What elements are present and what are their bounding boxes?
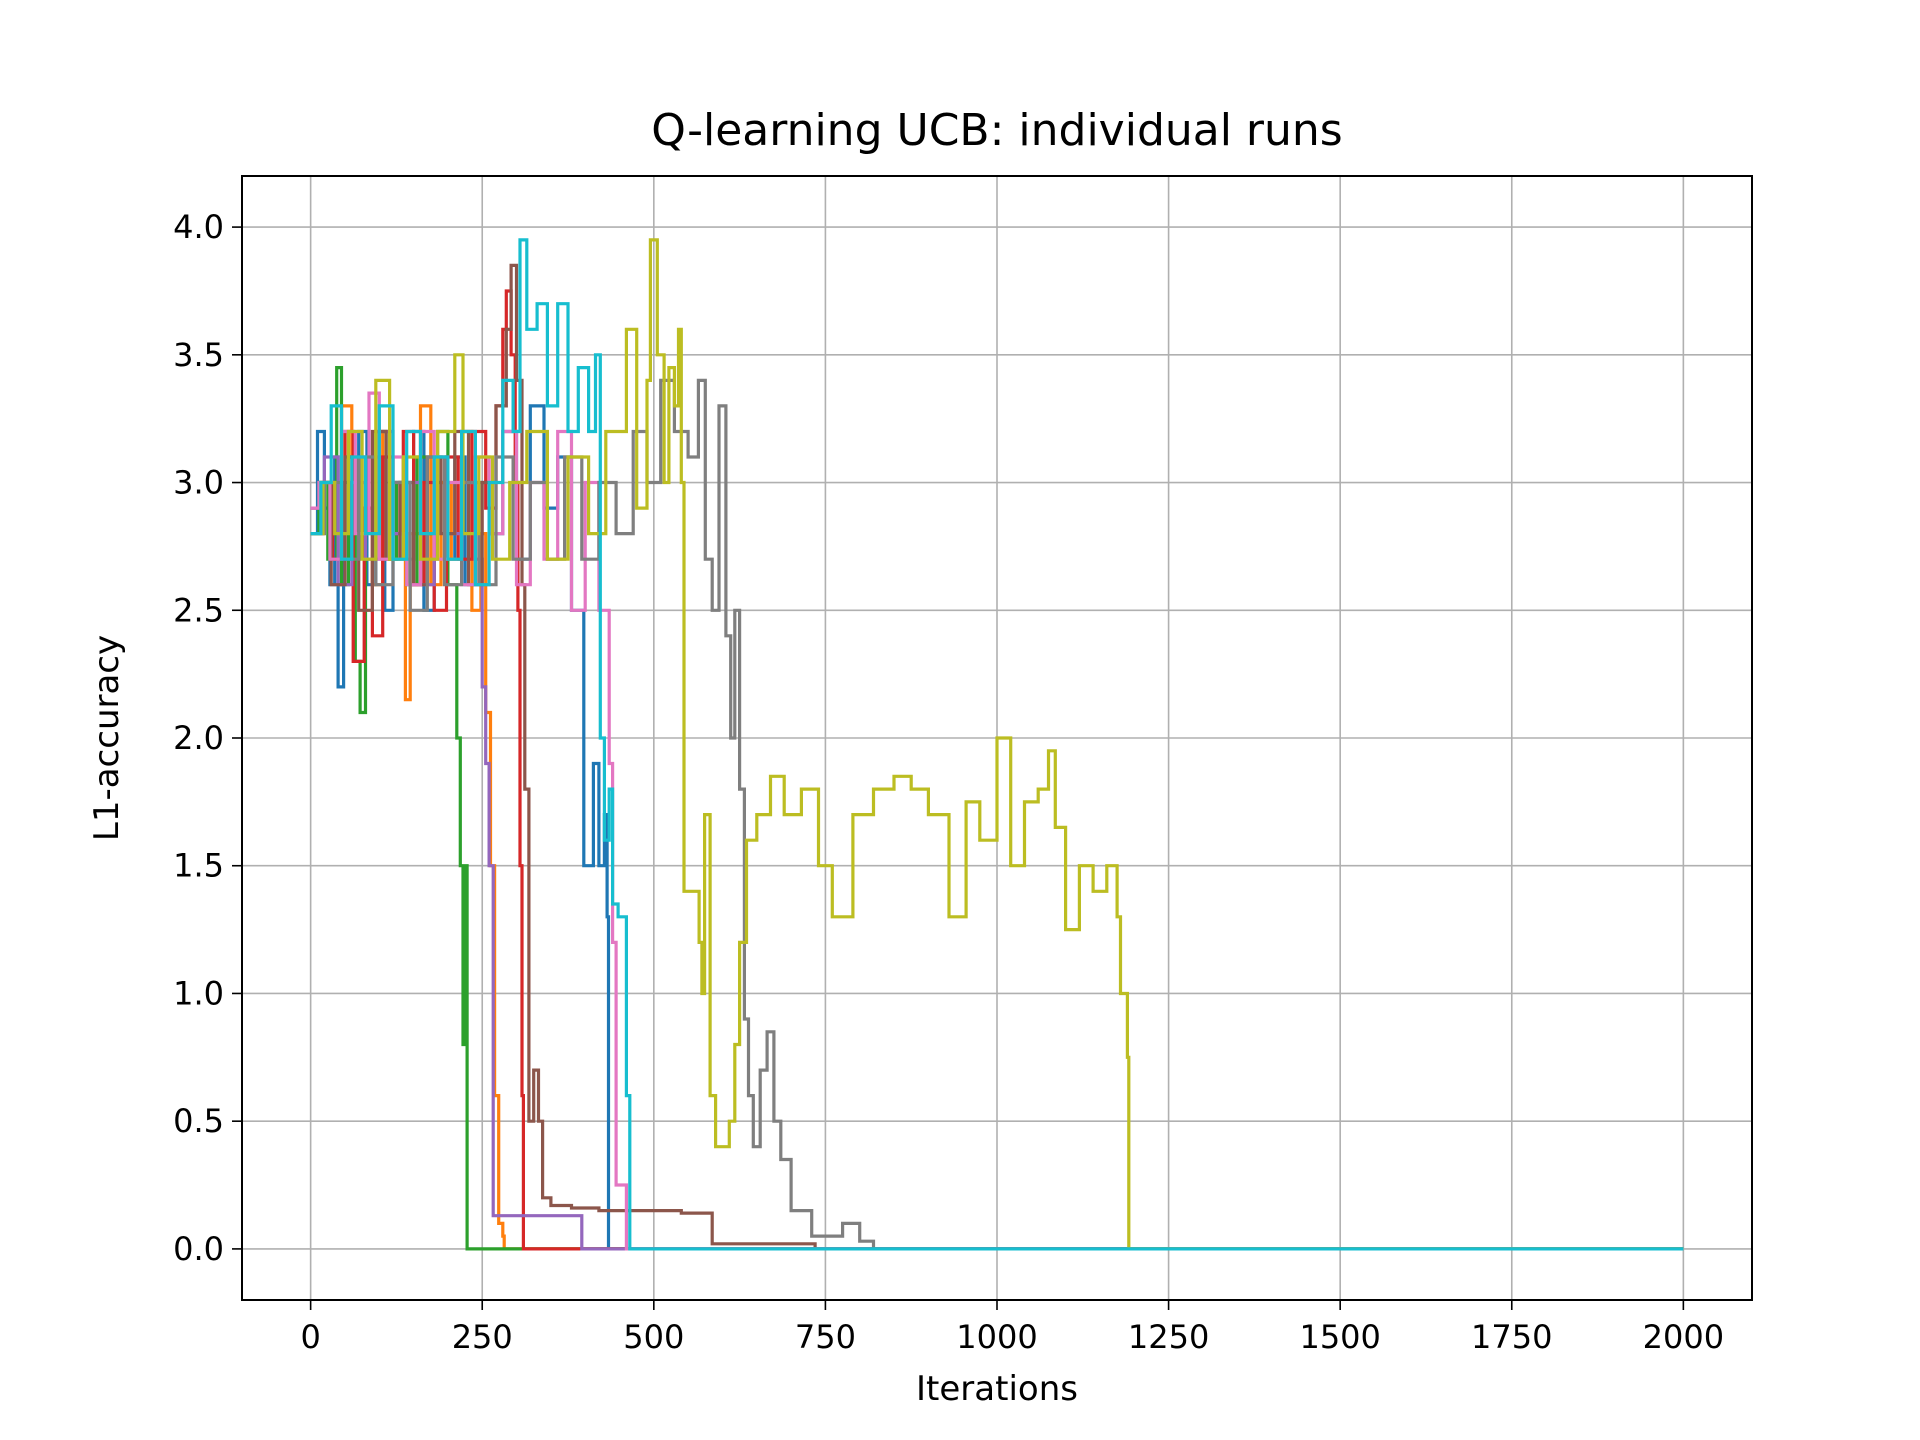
y-axis-label: L1-accuracy (87, 635, 127, 841)
y-tick-label-8: 4.0 (173, 208, 224, 246)
x-tick-label-4: 1000 (956, 1318, 1037, 1356)
x-tick-label-8: 2000 (1643, 1318, 1724, 1356)
x-tick-label-2: 500 (623, 1318, 684, 1356)
y-tick-label-7: 3.5 (173, 336, 224, 374)
tick-layer: 0 250 500 750 1000 1250 1500 1750 2000 0.0 0.5 1.0 1… (173, 208, 1724, 1356)
series-layer (310, 238, 1684, 1251)
x-tick-label-7: 1750 (1471, 1318, 1552, 1356)
x-tick-label-5: 1250 (1128, 1318, 1209, 1356)
series-line-8 (310, 238, 1684, 1251)
series-line-5 (310, 263, 1684, 1251)
y-tick-label-3: 1.5 (173, 847, 224, 885)
y-tick-label-0: 0.0 (173, 1230, 224, 1268)
y-tick-label-2: 1.0 (173, 974, 224, 1012)
chart-title: Q-learning UCB: individual runs (651, 105, 1342, 156)
x-tick-label-0: 0 (300, 1318, 320, 1356)
y-tick-label-1: 0.5 (173, 1102, 224, 1140)
y-tick-label-5: 2.5 (173, 591, 224, 629)
series-line-9 (310, 238, 1684, 1251)
y-tick-label-4: 2.0 (173, 719, 224, 757)
x-axis-label: Iterations (916, 1369, 1078, 1409)
x-tick-label-6: 1500 (1299, 1318, 1380, 1356)
x-tick-label-3: 750 (795, 1318, 856, 1356)
y-tick-label-6: 3.0 (173, 464, 224, 502)
x-tick-label-1: 250 (452, 1318, 513, 1356)
